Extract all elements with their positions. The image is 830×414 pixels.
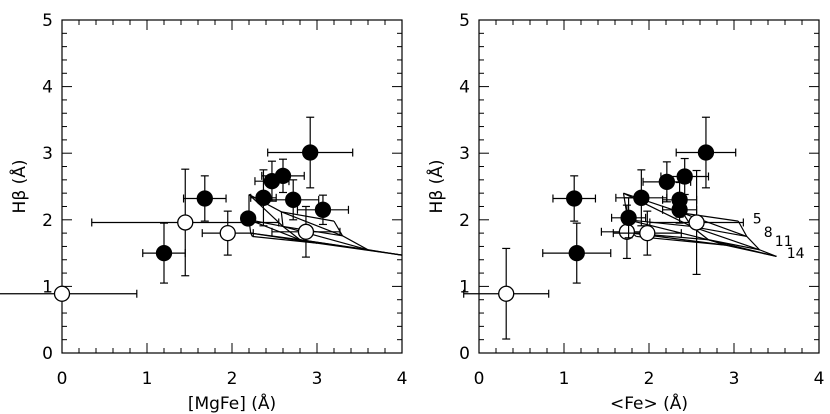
y-tick-label: 4: [459, 78, 470, 98]
x-tick-label: 2: [227, 369, 238, 389]
x-tick-label: 0: [57, 369, 68, 389]
filled-data-point: [182, 175, 227, 222]
open-marker: [618, 223, 636, 240]
open-data-point: [463, 247, 550, 340]
x-axis-title: <Fe> (Å): [610, 392, 688, 414]
filled-data-point: [267, 179, 320, 221]
filled-data-point: [296, 194, 350, 226]
y-tick-label: 1: [459, 277, 470, 297]
grid-age-label: 14: [787, 246, 805, 262]
filled-data-point: [552, 175, 597, 222]
x-tick-label: 0: [474, 369, 485, 389]
x-tick-label: 2: [644, 369, 655, 389]
filled-data-point: [660, 157, 710, 196]
filled-data-point: [267, 116, 354, 189]
grid-age-label: 5: [753, 211, 762, 227]
open-data-point: [0, 285, 138, 302]
x-tick-label: 1: [142, 369, 153, 389]
filled-data-point: [610, 197, 647, 239]
x-tick-label: 4: [397, 369, 408, 389]
x-tick-label: 4: [814, 369, 825, 389]
open-marker: [219, 224, 236, 242]
filled-marker: [568, 244, 585, 262]
y-axis-title: Hβ (Å): [8, 160, 30, 214]
y-tick-label: 2: [42, 211, 53, 231]
filled-marker: [676, 168, 693, 185]
grid-age-label: 11: [775, 234, 793, 250]
model-grid-diagonal: [248, 194, 284, 227]
open-data-point: [649, 169, 744, 276]
filled-data-point: [542, 222, 612, 284]
open-marker: [688, 214, 705, 231]
y-tick-label: 3: [459, 144, 470, 164]
filled-marker: [155, 244, 173, 262]
filled-data-point: [239, 210, 257, 227]
filled-marker: [658, 173, 675, 190]
x-tick-label: 3: [312, 369, 323, 389]
open-marker: [498, 285, 515, 302]
model-grid-diagonal: [248, 219, 301, 241]
open-data-point: [271, 205, 341, 258]
filled-marker: [302, 144, 319, 161]
filled-marker: [671, 201, 688, 218]
y-axis-title: Hβ (Å): [425, 160, 447, 214]
filled-marker: [255, 189, 272, 206]
y-tick-label: 3: [42, 144, 53, 164]
filled-marker: [239, 210, 257, 227]
model-grid-diagonal: [708, 239, 777, 258]
model-grid-diagonal: [691, 225, 760, 251]
plot-frame: [478, 19, 820, 354]
model-grid-diagonal: [299, 239, 403, 256]
plot-frame: [61, 19, 403, 354]
panel-1: 0 1 2 3 4 0 1 2 3 4 5 [MgFe] (Å) Hβ (Å): [0, 11, 407, 414]
x-tick-label: 1: [559, 369, 570, 389]
x-tick-label: 3: [729, 369, 740, 389]
open-data-point: [201, 210, 254, 256]
y-tick-label: 5: [459, 11, 470, 31]
filled-marker: [285, 191, 302, 208]
model-grid-diagonal: [282, 225, 369, 251]
open-marker: [177, 214, 194, 231]
open-marker: [53, 285, 71, 302]
x-axis-title: [MgFe] (Å): [188, 392, 276, 414]
y-tick-label: 0: [42, 344, 53, 364]
filled-marker: [697, 144, 715, 161]
filled-data-point: [661, 195, 698, 224]
filled-marker: [314, 201, 332, 218]
y-tick-label: 5: [42, 11, 53, 31]
model-grid-metallicity-line: [737, 220, 777, 257]
y-tick-label: 1: [42, 277, 53, 297]
filled-marker: [196, 190, 213, 207]
filled-data-point: [675, 116, 737, 189]
y-tick-label: 2: [459, 211, 470, 231]
model-grid-metallicity-line: [248, 194, 253, 237]
filled-marker: [274, 167, 292, 184]
filled-data-point: [142, 222, 186, 284]
y-tick-label: 0: [459, 344, 470, 364]
open-marker: [297, 223, 315, 240]
y-tick-label: 4: [42, 78, 53, 98]
filled-marker: [620, 209, 637, 226]
open-marker: [639, 224, 656, 242]
filled-marker: [566, 190, 583, 207]
filled-marker: [633, 189, 650, 206]
open-data-point: [612, 210, 682, 256]
filled-data-point: [261, 158, 305, 194]
grid-age-label: 8: [764, 225, 773, 241]
